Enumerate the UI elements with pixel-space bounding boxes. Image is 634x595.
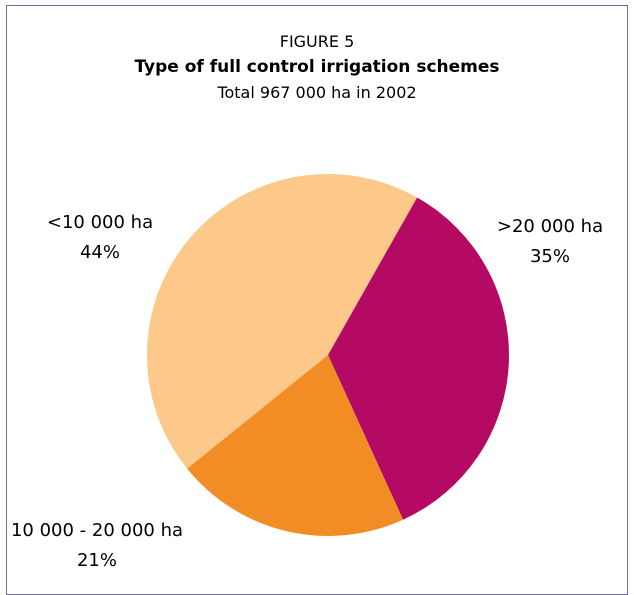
slice-category-label: <10 000 ha (47, 212, 153, 233)
chart-title: Type of full control irrigation schemes (134, 57, 500, 77)
slice-percent-label: 21% (77, 550, 117, 571)
chart-subtitle: Total 967 000 ha in 2002 (217, 83, 417, 102)
pie-slice (146, 173, 418, 469)
pie-slice (187, 355, 404, 536)
slice-category-label: 10 000 - 20 000 ha (11, 520, 183, 541)
figure-label: FIGURE 5 (279, 32, 355, 51)
pie-slice (328, 197, 510, 520)
slice-percent-label: 35% (530, 246, 570, 267)
slice-category-label: >20 000 ha (497, 216, 603, 237)
slice-percent-label: 44% (80, 242, 120, 263)
pie-chart: <10 000 ha 44% >20 000 ha 35% 10 000 - 20 00… (11, 173, 603, 571)
